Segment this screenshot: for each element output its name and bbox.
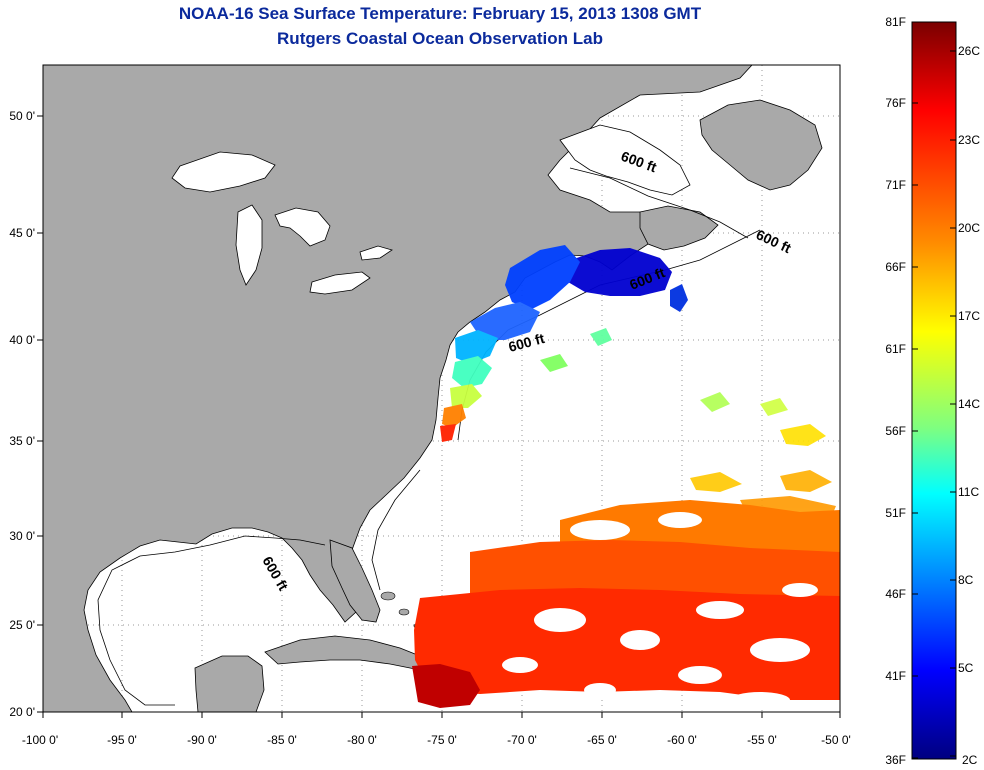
colorbar-f-label: 71F [885,178,906,192]
y-axis-labels: 50 0' 45 0' 40 0' 35 0' 30 0' 25 0' 20 0… [9,109,35,719]
x-tick-label: -70 0' [507,733,537,747]
yucatan-land [194,655,265,712]
x-tick-label: -100 0' [22,733,58,747]
y-tick-label: 20 0' [9,705,35,719]
nova-scotia-land [639,205,719,251]
x-tick-label: -50 0' [821,733,851,747]
colorbar-f-label: 56F [885,424,906,438]
colorbar-c-label: 20C [958,221,980,235]
x-tick-label: -85 0' [267,733,297,747]
y-tick-label: 30 0' [9,529,35,543]
colorbar-c-label: 2C [962,753,978,767]
y-tick-label: 45 0' [9,226,35,240]
y-tick-label: 35 0' [9,434,35,448]
colorbar-c-label: 8C [958,573,974,587]
y-tick-label: 25 0' [9,618,35,632]
y-tick-label: 50 0' [9,109,35,123]
y-axis [37,115,43,713]
x-tick-label: -90 0' [187,733,217,747]
x-tick-label: -60 0' [667,733,697,747]
x-axis-labels: -100 0' -95 0' -90 0' -85 0' -80 0' -75 … [22,733,851,747]
sst-warm-region [412,500,840,708]
y-tick-label: 40 0' [9,333,35,347]
colorbar-c-label: 26C [958,44,980,58]
colorbar-c-label: 5C [958,661,974,675]
sst-cold-patch [440,245,688,442]
x-tick-label: -75 0' [427,733,457,747]
colorbar-c-label: 23C [958,133,980,147]
x-tick-label: -55 0' [747,733,777,747]
x-tick-label: -65 0' [587,733,617,747]
x-axis [42,712,841,718]
x-tick-label: -95 0' [107,733,137,747]
colorbar-c-label: 11C [958,485,979,499]
colorbar-f-label: 81F [885,15,906,29]
newfoundland-land [699,99,823,191]
colorbar-c-label: 14C [958,397,980,411]
map-title: NOAA-16 Sea Surface Temperature: Februar… [178,4,702,23]
gulf-st-lawrence [559,124,691,196]
colorbar-f-label: 51F [885,506,906,520]
colorbar-f-label: 41F [885,669,906,683]
colorbar-f-label: 46F [885,587,906,601]
map-subtitle: Rutgers Coastal Ocean Observation Lab [277,29,603,48]
florida-land [329,539,381,623]
colorbar-gradient [911,21,957,760]
north-america-land [43,65,753,712]
colorbar-f-label: 36F [885,753,906,767]
x-tick-label: -80 0' [347,733,377,747]
colorbar-f-label: 76F [885,96,906,110]
great-lakes [171,151,393,295]
colorbar-f-label: 66F [885,260,906,274]
colorbar-c-label: 17C [958,309,980,323]
colorbar: 81F 76F 71F 66F 61F 56F 51F 46F 41F 36F … [885,15,980,767]
colorbar-f-label: 61F [885,342,906,356]
